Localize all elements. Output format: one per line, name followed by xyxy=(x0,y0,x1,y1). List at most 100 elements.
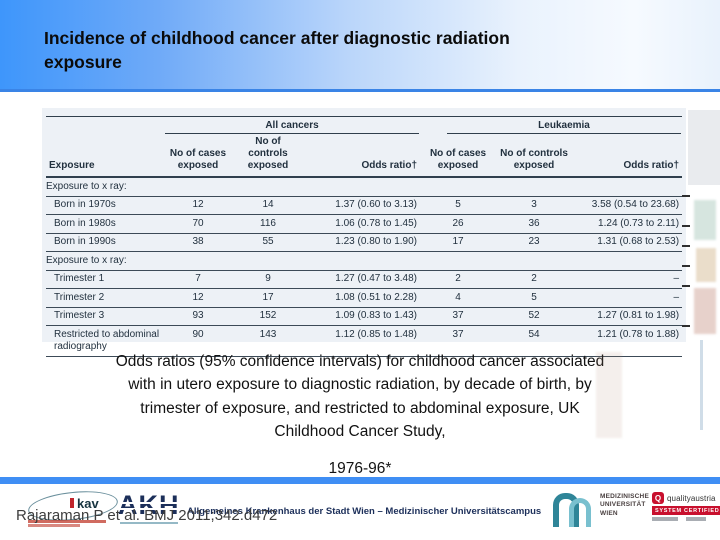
table-row: Born in 1980s 70 116 1.06 (0.78 to 1.45) 26 3… xyxy=(46,214,683,234)
akh-stripe xyxy=(118,508,182,510)
qualityaustria-certified-badge: SYSTEM CERTIFIED xyxy=(652,506,720,515)
right-edge-tick xyxy=(682,325,690,327)
table-cell: 12 xyxy=(164,288,232,308)
caption-year: 1976-96* xyxy=(328,460,392,477)
section-label: Exposure to x ray: xyxy=(46,251,683,271)
section-label: Exposure to x ray: xyxy=(46,177,683,197)
right-edge-artifact-block xyxy=(688,110,720,185)
table-cell: 5 xyxy=(496,288,573,308)
table-body: Exposure to x ray: Born in 1970s 12 14 1.37 … xyxy=(46,177,683,357)
akh-stripe xyxy=(118,502,182,504)
table-cell: 9 xyxy=(232,270,304,289)
right-edge-tick xyxy=(682,265,690,267)
table-row: Trimester 1 7 9 1.27 (0.47 to 3.48) 2 2– xyxy=(46,270,683,289)
table-cell: – xyxy=(572,270,683,289)
table-cell: 55 xyxy=(232,233,304,252)
kav-logo-text: kav xyxy=(77,496,99,511)
akh-logo-text: AKH xyxy=(118,490,180,520)
slide-header-band: Incidence of childhood cancer after diag… xyxy=(0,0,720,92)
muw-logo-text: MEDIZINISCHE UNIVERSITÄT WIEN xyxy=(600,493,649,517)
right-edge-tick xyxy=(682,285,690,287)
caption-line: Childhood Cancer Study, xyxy=(274,422,446,440)
table-cell: 3 xyxy=(496,196,573,215)
table-cell: 5 xyxy=(420,196,497,215)
table-cell: 1.12 (0.85 to 1.48) xyxy=(304,325,421,357)
table-cell: 14 xyxy=(232,196,304,215)
kav-logo: kav xyxy=(26,487,120,530)
footer: kav AKH Rajaraman P et al. BMJ 2011;342:… xyxy=(0,484,720,540)
table-section-row: Exposure to x ray: xyxy=(46,177,683,197)
table-cell: 12 xyxy=(164,196,232,215)
table-cell: 1.23 (0.80 to 1.90) xyxy=(304,233,421,252)
group-all-cancers: All cancers xyxy=(164,116,421,135)
table-section-row: Exposure to x ray: xyxy=(46,251,683,271)
right-edge-artifact xyxy=(694,200,716,240)
right-edge-tick xyxy=(682,225,690,227)
citation-text: Rajaraman P et al. BMJ 2011;342:d472 xyxy=(16,507,278,524)
medical-university-vienna-logo: MEDIZINISCHE UNIVERSITÄT WIEN xyxy=(553,493,649,529)
qualityaustria-q-icon: Q xyxy=(652,492,664,504)
muw-m-icon xyxy=(553,493,597,529)
blue-divider-bar xyxy=(0,477,720,484)
table-cell: 152 xyxy=(232,307,304,326)
table-cell: 1.31 (0.68 to 2.53) xyxy=(572,233,683,252)
column-header-cases-leuk: No of cases exposed xyxy=(420,135,497,178)
kav-subtext-bar xyxy=(28,524,80,527)
table-row: Trimester 3 93 152 1.09 (0.83 to 1.43) 37 52 1… xyxy=(46,307,683,326)
table-cell: 54 xyxy=(496,325,573,357)
right-edge-artifact xyxy=(694,288,716,334)
caption-side-artifact xyxy=(596,352,622,438)
slide-title: Incidence of childhood cancer after diag… xyxy=(44,28,510,73)
table-cell: 36 xyxy=(496,214,573,234)
table-cell: 1.27 (0.81 to 1.98) xyxy=(572,307,683,326)
table-row: Born in 1990s 38 55 1.23 (0.80 to 1.90) 17 23… xyxy=(46,233,683,252)
qualityaustria-smallprint xyxy=(652,517,718,521)
right-edge-artifact xyxy=(700,340,703,430)
table-row: Trimester 2 12 17 1.08 (0.51 to 2.28) 4 5– xyxy=(46,288,683,308)
table-cell: 2 xyxy=(496,270,573,289)
group-leukaemia: Leukaemia xyxy=(420,116,683,135)
table-cell: 3.58 (0.54 to 23.68) xyxy=(572,196,683,215)
row-label: Trimester 3 xyxy=(46,307,164,326)
table-cell: 38 xyxy=(164,233,232,252)
institution-text: Allgemeines Krankenhaus der Stadt Wien –… xyxy=(187,506,542,517)
column-group-row: All cancers Leukaemia xyxy=(46,116,683,135)
column-header-cases-all: No of cases exposed xyxy=(164,135,232,178)
caption-line: with in utero exposure to diagnostic rad… xyxy=(128,376,592,394)
qualityaustria-logo: Q qualityaustria SYSTEM CERTIFIED xyxy=(652,492,720,521)
table-cell: 7 xyxy=(164,270,232,289)
column-header-exposure: Exposure xyxy=(46,135,164,178)
kav-subtext-bar xyxy=(28,520,106,523)
table-cell: 26 xyxy=(420,214,497,234)
odds-ratio-table: All cancers Leukaemia Exposure No of cas… xyxy=(46,116,683,357)
table-row: Born in 1970s 12 14 1.37 (0.60 to 3.13) 5 3 3.… xyxy=(46,196,683,215)
table-cell: 17 xyxy=(420,233,497,252)
row-label: Trimester 1 xyxy=(46,270,164,289)
table-cell: 52 xyxy=(496,307,573,326)
row-label: Restricted to abdominal radiography xyxy=(46,325,164,357)
table-cell: 17 xyxy=(232,288,304,308)
caption-line: trimester of exposure, and restricted to… xyxy=(140,399,580,417)
right-edge-artifact xyxy=(696,248,716,282)
qualityaustria-name: qualityaustria xyxy=(667,493,716,503)
table-cell: 1.37 (0.60 to 3.13) xyxy=(304,196,421,215)
table-cell: 1.27 (0.47 to 3.48) xyxy=(304,270,421,289)
table-cell: – xyxy=(572,288,683,308)
right-edge-tick xyxy=(682,245,690,247)
akh-subtext-bar xyxy=(120,522,178,524)
table-cell: 116 xyxy=(232,214,304,234)
table-cell: 90 xyxy=(164,325,232,357)
table-cell: 23 xyxy=(496,233,573,252)
table-cell: 70 xyxy=(164,214,232,234)
caption-line: Odds ratios (95% confidence intervals) f… xyxy=(115,353,605,370)
column-header-odds-leuk: Odds ratio† xyxy=(572,135,683,178)
column-header-controls-leuk: No of controls exposed xyxy=(496,135,573,178)
table-cell: 93 xyxy=(164,307,232,326)
column-header-row: Exposure No of cases exposed No of contr… xyxy=(46,135,683,178)
column-header-odds-all: Odds ratio† xyxy=(304,135,421,178)
table-cell: 37 xyxy=(420,325,497,357)
row-label: Trimester 2 xyxy=(46,288,164,308)
right-edge-tick xyxy=(682,195,690,197)
table-cell: 1.06 (0.78 to 1.45) xyxy=(304,214,421,234)
